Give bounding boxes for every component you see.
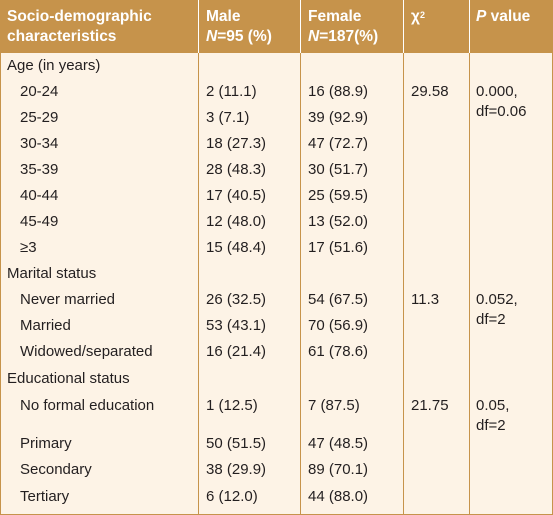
header-p-rest: value (486, 8, 531, 25)
row-label: Tertiary (20, 488, 70, 505)
row-female: 44 (88.0) (308, 488, 369, 505)
row-female: 61 (78.6) (308, 343, 369, 360)
row-label: 45-49 (20, 213, 59, 230)
row-male: 2 (11.1) (206, 83, 257, 100)
row-label: 25-29 (20, 109, 59, 126)
p-value-marital-line2: df=2 (476, 311, 506, 328)
p-value-marital-line1: 0.052, (476, 291, 518, 308)
chi-square-age: 29.58 (411, 83, 449, 100)
column-divider (469, 53, 470, 515)
row-female: 54 (67.5) (308, 291, 369, 308)
header-female-n-value: =187(%) (319, 28, 379, 45)
row-female: 30 (51.7) (308, 161, 369, 178)
header-characteristics-line1: Socio-demographic (7, 8, 152, 25)
chi-square-education: 21.75 (411, 397, 449, 414)
row-label: No formal education (20, 397, 155, 414)
row-male: 12 (48.0) (206, 213, 267, 230)
row-label: 40-44 (20, 187, 59, 204)
header-chi-symbol: χ (411, 8, 420, 25)
header-chi-square: χ2 (411, 7, 425, 27)
column-divider (403, 53, 404, 515)
header-p-letter: P (476, 8, 487, 25)
table-header: Socio-demographic characteristics Male N… (0, 0, 553, 53)
section-title-age: Age (in years) (7, 57, 101, 74)
row-label: ≥3 (20, 239, 37, 256)
row-male: 53 (43.1) (206, 317, 267, 334)
header-characteristics: Socio-demographic characteristics (7, 7, 152, 47)
row-label: Widowed/separated (20, 343, 153, 360)
row-female: 47 (72.7) (308, 135, 369, 152)
header-female: Female N=187(%) (308, 7, 378, 47)
row-label: Never married (20, 291, 116, 308)
row-male: 3 (7.1) (206, 109, 250, 126)
row-male: 15 (48.4) (206, 239, 267, 256)
row-female: 89 (70.1) (308, 461, 369, 478)
p-value-age-line1: 0.000, (476, 83, 518, 100)
column-divider (198, 53, 199, 515)
header-male: Male N=95 (%) (206, 7, 272, 47)
column-divider (0, 53, 1, 515)
row-female: 7 (87.5) (308, 397, 360, 414)
row-male: 6 (12.0) (206, 488, 258, 505)
row-male: 38 (29.9) (206, 461, 267, 478)
row-male: 16 (21.4) (206, 343, 267, 360)
row-female: 25 (59.5) (308, 187, 369, 204)
row-label: Married (20, 317, 71, 334)
row-female: 39 (92.9) (308, 109, 369, 126)
header-male-n: N (206, 28, 218, 45)
row-male: 18 (27.3) (206, 135, 267, 152)
row-male: 28 (48.3) (206, 161, 267, 178)
section-title-marital: Marital status (7, 265, 97, 282)
row-label: 30-34 (20, 135, 59, 152)
row-male: 50 (51.5) (206, 435, 267, 452)
row-female: 13 (52.0) (308, 213, 369, 230)
header-divider (469, 0, 470, 53)
header-male-label: Male (206, 8, 241, 25)
row-male: 26 (32.5) (206, 291, 267, 308)
row-female: 47 (48.5) (308, 435, 369, 452)
row-female: 16 (88.9) (308, 83, 369, 100)
row-label: Primary (20, 435, 72, 452)
header-female-label: Female (308, 8, 362, 25)
p-value-age-line2: df=0.06 (476, 103, 527, 120)
row-label: 20-24 (20, 83, 59, 100)
header-chi-sup: 2 (419, 10, 425, 20)
row-label: 35-39 (20, 161, 59, 178)
section-title-education: Educational status (7, 370, 130, 387)
header-divider (198, 0, 199, 53)
row-female: 17 (51.6) (308, 239, 369, 256)
row-female: 70 (56.9) (308, 317, 369, 334)
row-male: 1 (12.5) (206, 397, 258, 414)
header-divider (403, 0, 404, 53)
row-label: Secondary (20, 461, 92, 478)
p-value-education-line2: df=2 (476, 417, 506, 434)
column-divider (300, 53, 301, 515)
header-male-n-value: =95 (%) (217, 28, 272, 45)
header-p-value: P value (476, 7, 530, 27)
header-female-n: N (308, 28, 320, 45)
header-divider (300, 0, 301, 53)
row-male: 17 (40.5) (206, 187, 267, 204)
header-characteristics-line2: characteristics (7, 28, 117, 45)
p-value-education-line1: 0.05, (476, 397, 510, 414)
chi-square-marital: 11.3 (411, 291, 440, 308)
